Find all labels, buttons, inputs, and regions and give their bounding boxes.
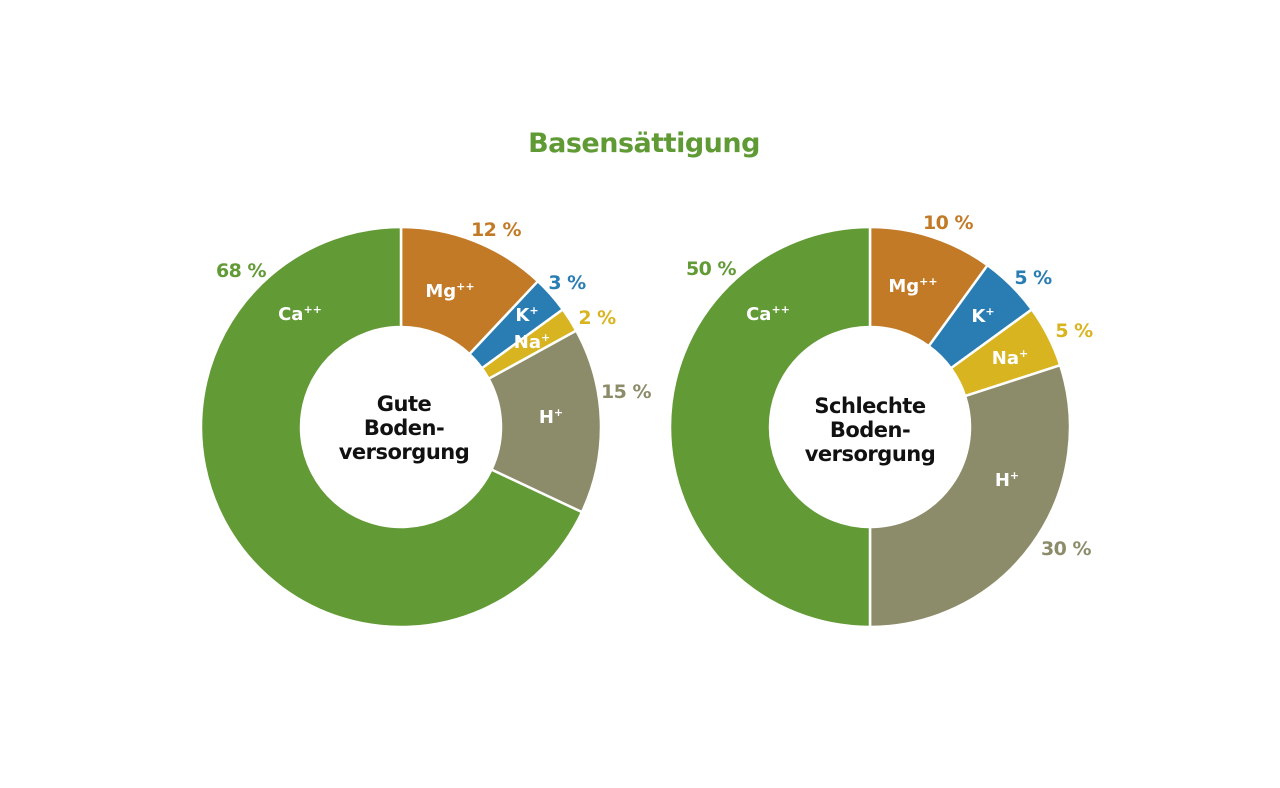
left-labels: 12 % 3 % 2 % 15 % 68 % Mg++ K+ Na+ H+ Ca… (216, 219, 652, 464)
center-label-right-line3: versorgung (805, 442, 936, 466)
ion-label-na-left: Na+ (514, 331, 550, 353)
center-label-left-line2: Boden- (364, 416, 444, 440)
ion-label-k-left: K+ (515, 304, 538, 326)
donut-chart-good-soil (199, 225, 603, 629)
pct-label-mg-left: 12 % (471, 219, 522, 241)
donut-slice-ca (199, 225, 584, 629)
pct-label-na-right: 5 % (1055, 320, 1093, 342)
pct-label-h-left: 15 % (601, 381, 652, 403)
ion-label-k-right: K+ (971, 305, 994, 327)
ion-label-ca-left: Ca++ (278, 303, 322, 325)
center-label-left-line3: versorgung (339, 440, 470, 464)
ion-label-mg-left: Mg++ (425, 280, 474, 302)
ion-label-ca-right: Ca++ (746, 303, 790, 325)
pct-label-mg-right: 10 % (923, 212, 974, 234)
pct-label-k-right: 5 % (1014, 267, 1052, 289)
donut-chart-poor-soil (668, 225, 1072, 629)
pct-label-k-left: 3 % (548, 272, 586, 294)
donut-slice-h (868, 363, 1072, 629)
center-label-right-line2: Boden- (830, 418, 910, 442)
pct-label-na-left: 2 % (578, 307, 616, 329)
ion-label-mg-right: Mg++ (888, 275, 937, 297)
pct-label-h-right: 30 % (1041, 538, 1092, 560)
ion-label-na-right: Na+ (992, 347, 1028, 369)
ion-label-h-left: H+ (539, 406, 563, 428)
donut-slice-ca (668, 225, 872, 629)
right-labels: 10 % 5 % 5 % 30 % 50 % Mg++ K+ Na+ H+ Ca… (686, 212, 1094, 560)
chart-title: Basensättigung (528, 128, 760, 159)
pct-label-ca-left: 68 % (216, 260, 267, 282)
center-label-right-line1: Schlechte (814, 394, 925, 418)
pct-label-ca-right: 50 % (686, 258, 737, 280)
ion-label-h-right: H+ (995, 469, 1019, 491)
center-label-left-line1: Gute (377, 392, 432, 416)
